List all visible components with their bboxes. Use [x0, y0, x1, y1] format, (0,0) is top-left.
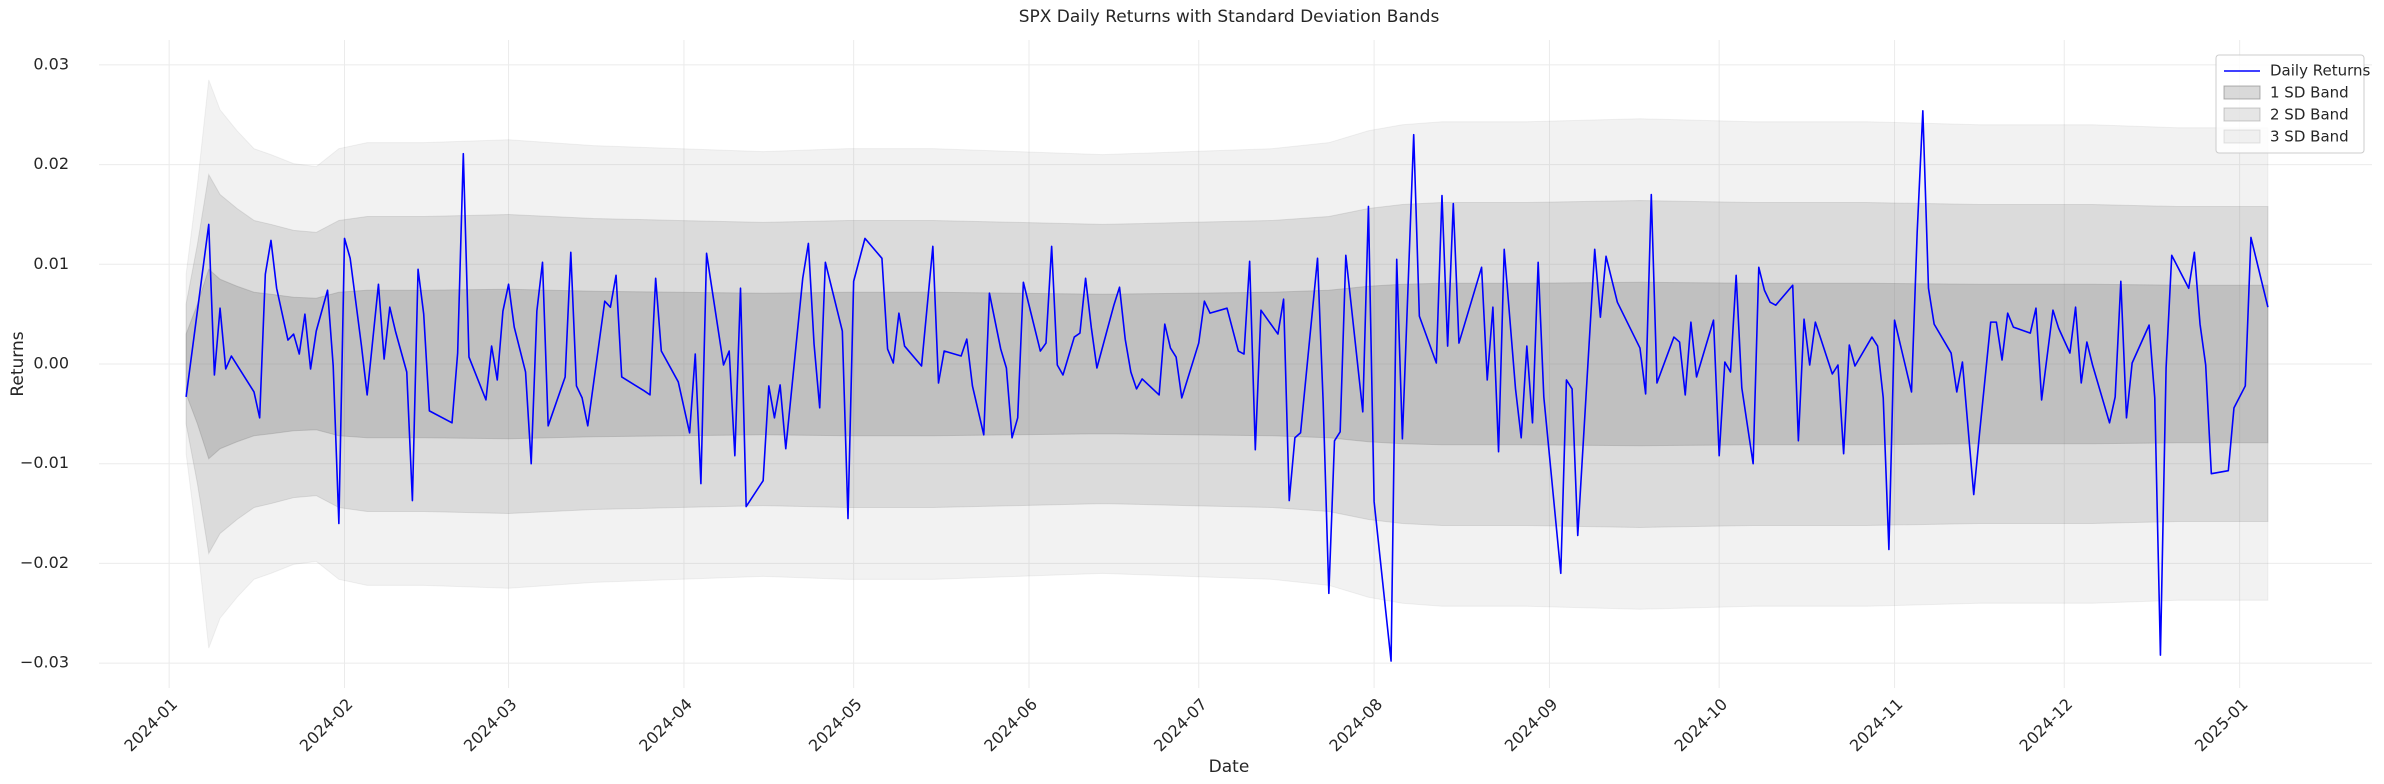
- grid: [99, 40, 2372, 688]
- x-tick-label: 2024-02: [296, 695, 357, 756]
- y-tick-label: 0.01: [33, 254, 69, 273]
- y-tick-label: 0.00: [33, 354, 69, 373]
- sd-band: [185, 268, 2269, 460]
- x-tick-label: 2024-03: [460, 695, 521, 756]
- legend-label: 3 SD Band: [2270, 128, 2349, 146]
- x-axis-label: Date: [1209, 757, 1250, 777]
- legend-label: 2 SD Band: [2270, 106, 2349, 124]
- x-tick-label: 2024-07: [1150, 695, 1211, 756]
- x-tick-label: 2024-01: [120, 695, 181, 756]
- legend-swatch: [2223, 129, 2261, 144]
- sd-band: [185, 79, 2269, 649]
- y-tick-label: −0.03: [20, 653, 69, 672]
- x-tick-label: 2024-04: [635, 695, 696, 756]
- x-tick-label: 2024-10: [1670, 695, 1731, 756]
- legend-swatch: [2223, 107, 2261, 122]
- x-tick-label: 2024-08: [1325, 695, 1386, 756]
- returns-line: [185, 109, 2269, 662]
- legend-label: 1 SD Band: [2270, 84, 2349, 102]
- x-tick-label: 2024-05: [805, 695, 866, 756]
- y-tick-label: 0.03: [33, 54, 69, 73]
- legend-frame: [2215, 54, 2365, 154]
- x-tick-label: 2024-09: [1501, 695, 1562, 756]
- y-tick-label: −0.01: [20, 453, 69, 472]
- y-tick-label: −0.02: [20, 553, 69, 572]
- legend-label: Daily Returns: [2270, 62, 2370, 80]
- x-tick-label: 2024-11: [1846, 695, 1907, 756]
- chart-title: SPX Daily Returns with Standard Deviatio…: [1019, 7, 1440, 27]
- legend: Daily Returns 1 SD Band 2 SD Band 3 SD Band: [2215, 54, 2370, 154]
- x-tick-label: 2025-01: [2191, 695, 2252, 756]
- legend-swatch: [2223, 85, 2261, 100]
- x-tick-label: 2024-06: [980, 695, 1041, 756]
- y-tick-label: 0.02: [33, 154, 69, 173]
- x-tick-label: 2024-12: [2016, 695, 2077, 756]
- y-axis-label: Returns: [8, 331, 28, 396]
